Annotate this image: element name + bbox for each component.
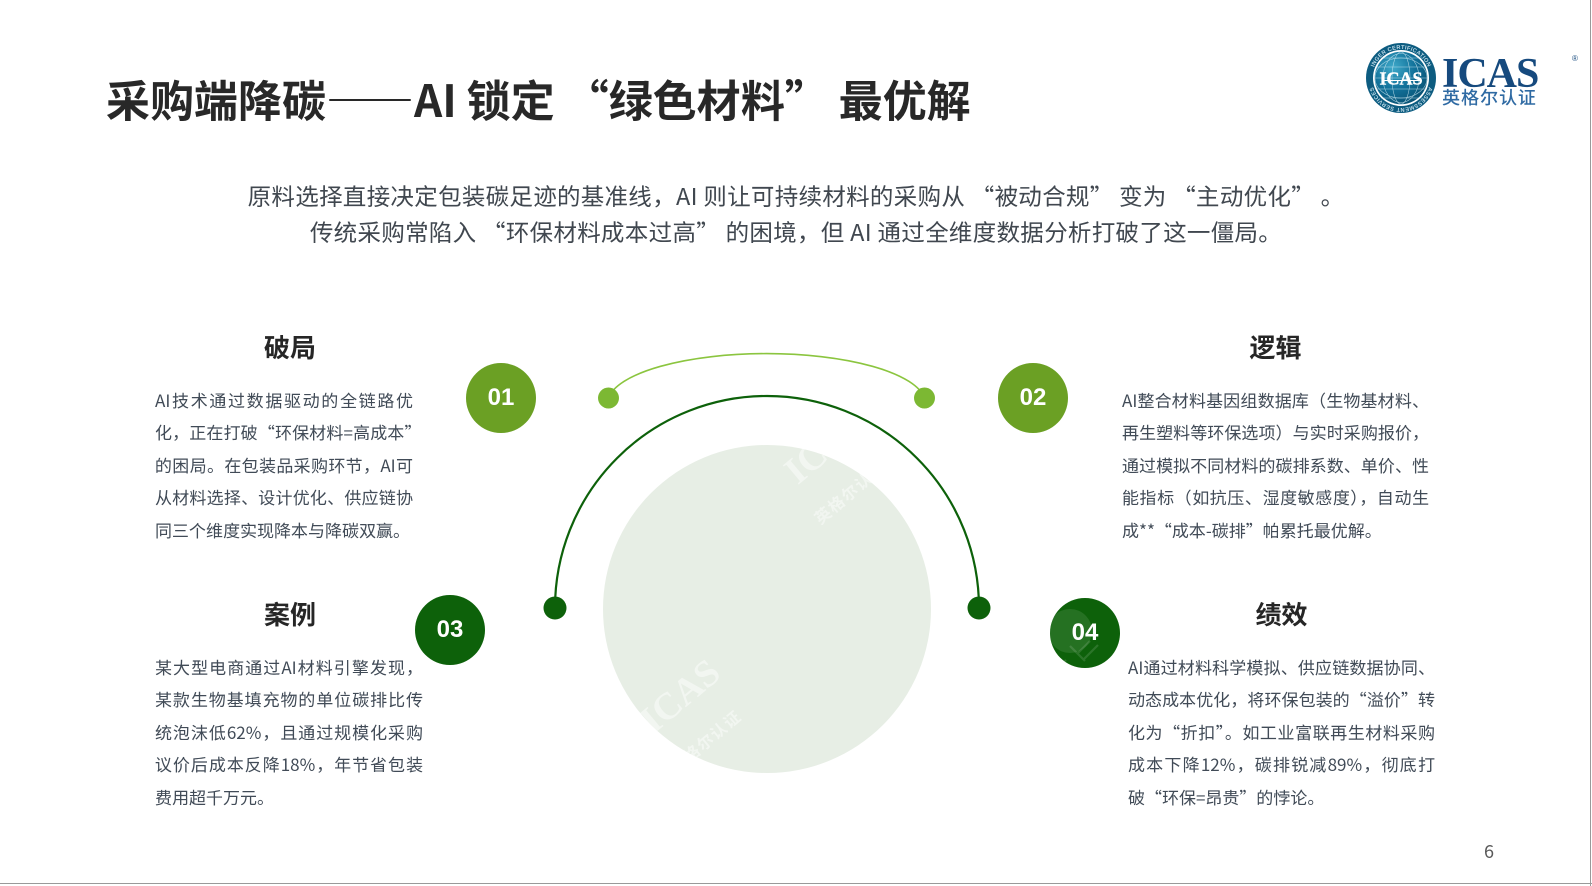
svg-text:®: ® <box>1572 54 1578 63</box>
svg-text:ICAS: ICAS <box>1379 69 1422 89</box>
svg-text:英格尔认证: 英格尔认证 <box>1442 84 1537 110</box>
